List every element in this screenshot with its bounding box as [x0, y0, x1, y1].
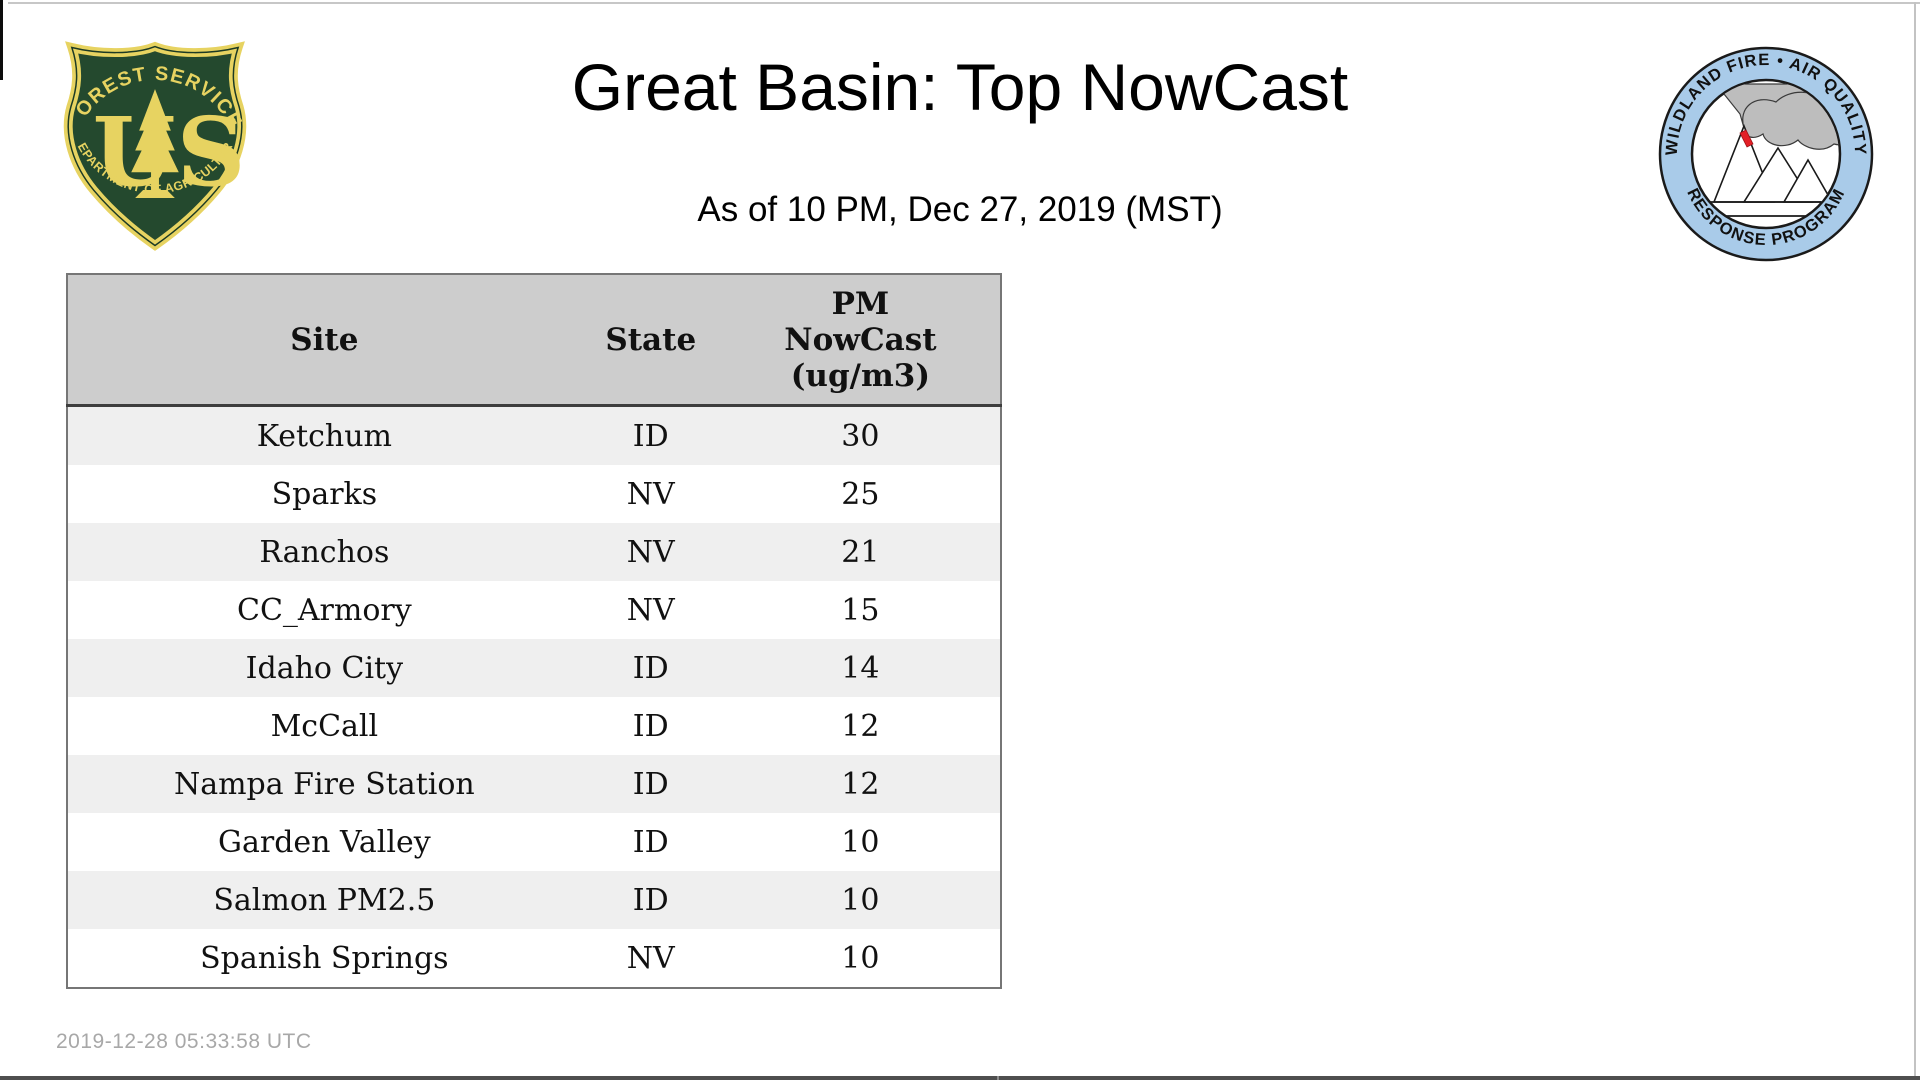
- pm-nowcast-cell: 12: [720, 697, 1001, 755]
- site-cell: Ketchum: [67, 405, 581, 465]
- state-cell: ID: [580, 813, 721, 871]
- site-cell: Salmon PM2.5: [67, 871, 581, 929]
- wildland-fire-air-quality-logo: WILDLAND FIRE • AIR QUALITY RESPONSE PRO…: [1656, 44, 1876, 264]
- usfs-shield-icon: FOREST SERVICE U S DEPARTMENT OF AGRICUL…: [49, 23, 247, 251]
- pm-header-line-3: (ug/m3): [790, 357, 931, 394]
- state-cell: ID: [580, 639, 721, 697]
- site-cell: McCall: [67, 697, 581, 755]
- pm-nowcast-cell: 10: [720, 871, 1001, 929]
- pm-nowcast-cell: 10: [720, 813, 1001, 871]
- window-left-edge-artifact: [0, 0, 3, 80]
- pm-nowcast-cell: 12: [720, 755, 1001, 813]
- site-cell: Spanish Springs: [67, 929, 581, 988]
- page-subtitle: As of 10 PM, Dec 27, 2019 (MST): [697, 190, 1223, 229]
- state-cell: ID: [580, 405, 721, 465]
- nowcast-table: Site State PM NowCast (ug/m3) Ketchum ID 3…: [66, 273, 1002, 989]
- site-cell: Idaho City: [67, 639, 581, 697]
- state-cell: NV: [580, 465, 721, 523]
- table-row: Idaho City ID 14: [67, 639, 1001, 697]
- wfaqrp-circle-icon: WILDLAND FIRE • AIR QUALITY RESPONSE PRO…: [1658, 46, 1874, 262]
- pm-nowcast-cell: 14: [720, 639, 1001, 697]
- column-header-pm-nowcast: PM NowCast (ug/m3): [720, 274, 1001, 407]
- table-row: Garden Valley ID 10: [67, 813, 1001, 871]
- pm-header-line-1: PM: [831, 285, 890, 322]
- table-row: Ketchum ID 30: [67, 405, 1001, 465]
- state-cell: NV: [580, 581, 721, 639]
- pm-nowcast-cell: 15: [720, 581, 1001, 639]
- table-row: CC_Armory NV 15: [67, 581, 1001, 639]
- page-title: Great Basin: Top NowCast: [571, 50, 1349, 124]
- window-top-border: [8, 2, 1920, 4]
- nowcast-table-header: Site State PM NowCast (ug/m3): [67, 274, 1001, 407]
- pm-nowcast-cell: 30: [720, 405, 1001, 465]
- flame-mark-icon: [1739, 129, 1754, 148]
- generated-timestamp: 2019-12-28 05:33:58 UTC: [56, 1030, 312, 1053]
- table-row: Sparks NV 25: [67, 465, 1001, 523]
- site-cell: Sparks: [67, 465, 581, 523]
- table-row: Ranchos NV 21: [67, 523, 1001, 581]
- column-header-site: Site: [67, 274, 581, 407]
- window-right-border: [1914, 2, 1916, 1076]
- state-cell: ID: [580, 697, 721, 755]
- table-row: McCall ID 12: [67, 697, 1001, 755]
- table-row: Nampa Fire Station ID 12: [67, 755, 1001, 813]
- state-cell: NV: [580, 523, 721, 581]
- us-forest-service-logo: FOREST SERVICE U S DEPARTMENT OF AGRICUL…: [49, 23, 254, 254]
- usfs-pine-tree-icon: [131, 89, 179, 198]
- window-bottom-border: [0, 1076, 1920, 1080]
- pm-nowcast-cell: 21: [720, 523, 1001, 581]
- table-row: Spanish Springs NV 10: [67, 929, 1001, 988]
- site-cell: Ranchos: [67, 523, 581, 581]
- table-row: Salmon PM2.5 ID 10: [67, 871, 1001, 929]
- usfs-shield-pinstripe: [67, 45, 243, 247]
- window-bottom-border-seam: [997, 1076, 999, 1080]
- state-cell: NV: [580, 929, 721, 988]
- pm-nowcast-cell: 10: [720, 929, 1001, 988]
- nowcast-table-body: Ketchum ID 30 Sparks NV 25 Ranchos NV 21 CC_Armor…: [67, 405, 1001, 988]
- pm-nowcast-cell: 25: [720, 465, 1001, 523]
- site-cell: Nampa Fire Station: [67, 755, 581, 813]
- site-cell: CC_Armory: [67, 581, 581, 639]
- usfs-letter-s: S: [177, 97, 246, 208]
- pm-header-line-2: NowCast: [784, 321, 937, 358]
- site-cell: Garden Valley: [67, 813, 581, 871]
- state-cell: ID: [580, 871, 721, 929]
- state-cell: ID: [580, 755, 721, 813]
- column-header-state: State: [580, 274, 721, 407]
